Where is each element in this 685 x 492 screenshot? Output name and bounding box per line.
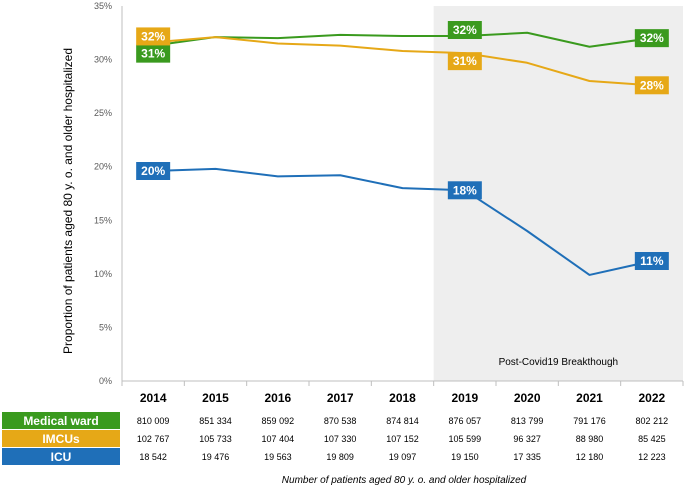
x-tick-label: 2018 [389,391,416,405]
table-cell: 859 092 [262,416,295,426]
table-cell: 791 176 [573,416,606,426]
table-cell: 107 152 [386,434,419,444]
y-axis-title: Proportion of patients aged 80 y. o. and… [61,48,75,354]
row-label: Medical ward [23,414,98,428]
data-label: 11% [634,252,669,270]
y-tick-label: 20% [94,162,112,172]
data-label: 32% [447,21,482,39]
table-cell: 876 057 [449,416,482,426]
series-line-icu [153,167,653,276]
table-cell: 12 180 [576,452,604,462]
row-label: IMCUs [42,432,80,446]
series-line-imcus [153,36,652,87]
table-cell: 19 150 [451,452,479,462]
x-tick-label: 2019 [451,391,478,405]
x-tick-label: 2017 [327,391,354,405]
row-label-box [2,430,120,447]
table-cell: 105 599 [449,434,482,444]
svg-text:11%: 11% [640,254,664,268]
x-axis-title: Number of patients aged 80 y. o. and old… [282,475,527,486]
row-label-box [2,448,120,465]
row-label-box [2,412,120,429]
table-cell: 96 327 [513,434,541,444]
table-cell: 88 980 [576,434,604,444]
table-cell: 810 009 [137,416,170,426]
data-label: 18% [447,181,482,200]
svg-text:31%: 31% [453,54,477,68]
svg-text:32%: 32% [640,31,664,45]
x-tick-label: 2020 [514,391,541,405]
svg-text:20%: 20% [141,164,165,178]
series-line-medical-ward [153,31,652,48]
table-row: IMCUs 102 767 105 733 107 404 107 330 107 152… [2,430,666,447]
data-label: 20% [136,162,171,180]
x-tick-label: 2015 [202,391,229,405]
table-cell: 19 476 [202,452,230,462]
x-tick-label: 2016 [264,391,291,405]
y-tick-label: 0% [99,376,112,386]
table-cell: 18 542 [139,452,167,462]
y-tick-label: 30% [94,55,112,65]
row-label: ICU [51,450,72,464]
y-tick-label: 15% [94,215,112,225]
x-tick-label: 2021 [576,391,603,405]
svg-text:32%: 32% [141,29,165,43]
y-tick-label: 5% [99,322,112,332]
table-cell: 19 563 [264,452,292,462]
table-cell: 802 212 [636,416,669,426]
shaded-region-label: Post-Covid19 Breakthough [499,357,619,368]
table-cell: 851 334 [199,416,232,426]
data-label: 28% [634,76,669,95]
table-cell: 85 425 [638,434,666,444]
y-tick-label: 35% [94,1,112,11]
table-cell: 107 404 [262,434,295,444]
table-row: ICU 18 542 19 476 19 563 19 809 19 097 19 150 1… [2,448,666,465]
data-label: 31% [136,44,171,63]
table-cell: 813 799 [511,416,544,426]
table-cell: 19 097 [389,452,417,462]
data-label: 32% [634,29,669,48]
table-cell: 105 733 [199,434,232,444]
table-row: Medical ward 810 009 851 334 859 092 870 538… [2,412,668,429]
data-label: 31% [447,52,482,71]
svg-text:18%: 18% [453,183,477,197]
table-cell: 870 538 [324,416,357,426]
svg-text:28%: 28% [640,78,664,92]
table-cell: 107 330 [324,434,357,444]
table-cell: 19 809 [326,452,354,462]
y-tick-label: 25% [94,108,112,118]
table-cell: 102 767 [137,434,170,444]
data-label: 32% [136,27,171,46]
table-cell: 874 814 [386,416,419,426]
table-cell: 17 335 [513,452,541,462]
table-cell: 12 223 [638,452,666,462]
svg-text:31%: 31% [141,47,165,61]
x-tick-label: 2022 [638,391,665,405]
svg-text:32%: 32% [453,23,477,37]
y-tick-label: 10% [94,269,112,279]
x-tick-label: 2014 [140,391,167,405]
